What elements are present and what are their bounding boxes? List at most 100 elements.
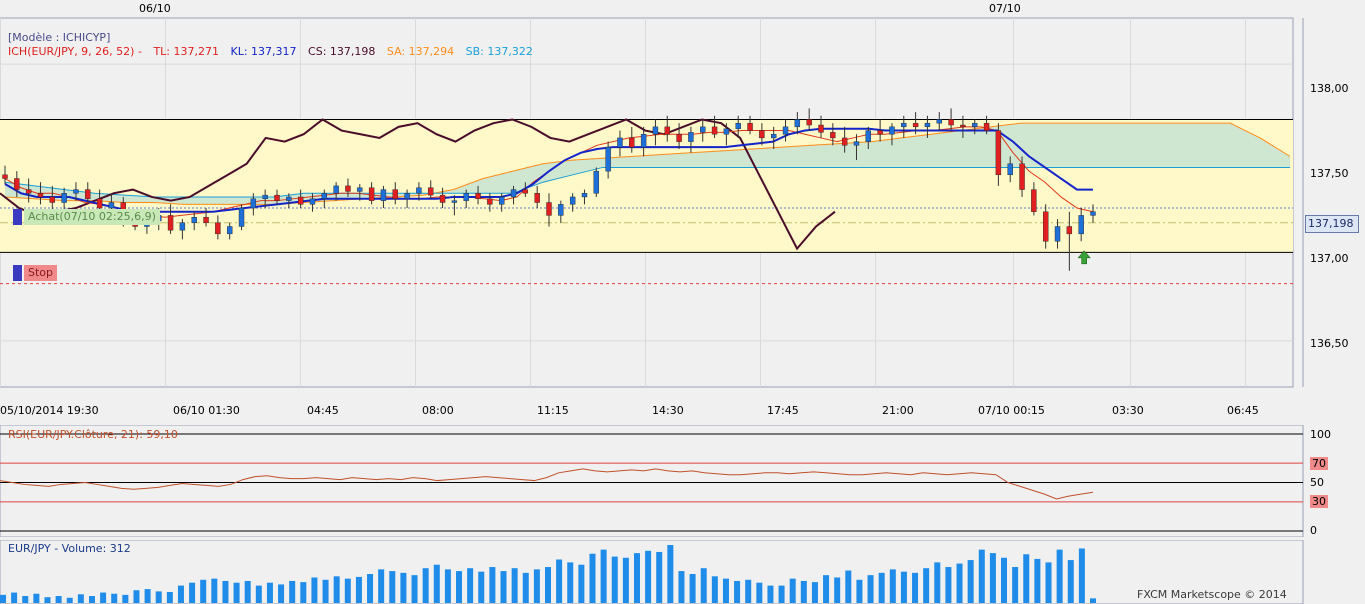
current-price-badge: 137,198 — [1305, 215, 1359, 233]
volume-bar — [789, 578, 796, 603]
rsi-level-label: 50 — [1310, 476, 1324, 489]
volume-bar — [278, 584, 285, 603]
price-tick-label: 137,00 — [1310, 252, 1349, 265]
candle-body — [2, 174, 8, 179]
volume-bar — [333, 576, 340, 603]
date-marker-label: 06/10 — [139, 2, 171, 15]
candle-body — [830, 132, 836, 139]
buy-arrow-icon — [1077, 250, 1091, 265]
volume-bar — [734, 580, 741, 603]
candle-body — [108, 202, 115, 209]
volume-bar — [489, 567, 496, 603]
rsi-level-label: 70 — [1310, 457, 1328, 470]
candle-body — [901, 122, 907, 128]
candle-body — [770, 134, 777, 139]
volume-bar — [878, 572, 885, 603]
candle-body — [96, 198, 103, 209]
price-chart[interactable] — [0, 0, 1365, 405]
rsi-title: RSI(EUR/JPY.Clôture, 21): 59,10 — [8, 428, 178, 441]
volume-bar — [856, 579, 863, 603]
volume-bar — [77, 594, 84, 603]
volume-bar — [656, 551, 663, 603]
volume-bar — [1090, 598, 1096, 603]
volume-bar — [344, 578, 351, 603]
volume-bar — [700, 568, 707, 603]
candle-body — [782, 126, 789, 135]
volume-bar — [0, 594, 6, 603]
kijun-sen — [4, 127, 1093, 213]
candle-body — [274, 194, 280, 201]
senkou-span-a — [4, 122, 1291, 205]
volume-bar — [411, 575, 418, 603]
volume-bar — [300, 582, 307, 603]
candle-body — [357, 187, 363, 192]
senkou-span-b — [4, 166, 1290, 198]
time-tick-label: 21:00 — [882, 404, 914, 417]
candle-body — [723, 128, 730, 135]
buy-order-tag[interactable]: Achat(07/10 02:25,6,9) — [24, 209, 160, 225]
candle-body — [794, 119, 801, 128]
chikou-span — [0, 118, 836, 251]
time-tick-label: 06/10 01:30 — [173, 404, 240, 417]
candle-body — [191, 217, 197, 223]
volume-bar — [611, 556, 618, 603]
volume-bar — [811, 582, 818, 603]
candle-body — [250, 198, 257, 209]
volume-bar — [200, 579, 207, 603]
volume-bar — [444, 569, 451, 603]
candle-body — [995, 130, 1002, 176]
volume-bar — [44, 597, 51, 603]
candle-body — [487, 198, 493, 205]
candle-body — [972, 122, 978, 128]
candle-body — [321, 193, 328, 200]
candle-body — [215, 222, 221, 235]
volume-bar — [900, 571, 907, 603]
candle-body — [700, 126, 706, 133]
candle-body — [676, 134, 682, 142]
candle-body — [368, 187, 375, 201]
ichimoku-sa: SA: 137,294 — [386, 45, 455, 58]
candle-body — [605, 146, 611, 172]
candle-body — [688, 132, 694, 142]
stop-order-tag[interactable]: Stop — [24, 265, 58, 281]
volume-bar — [622, 557, 629, 603]
candle-body — [262, 194, 268, 200]
buy-order-handle[interactable] — [13, 209, 22, 225]
volume-bar — [756, 582, 763, 603]
volume-bar — [355, 576, 362, 603]
ichimoku-name: ICH(EUR/JPY, 9, 26, 52) - — [8, 45, 142, 58]
candle-body — [889, 126, 895, 135]
candle-body — [912, 122, 919, 128]
volume-bar — [189, 582, 196, 603]
candle-body — [1054, 226, 1061, 242]
volume-bar — [266, 582, 273, 603]
volume-bar — [289, 580, 296, 603]
volume-bar — [500, 571, 507, 603]
candle-body — [25, 189, 32, 194]
volume-bar — [945, 567, 952, 603]
volume-chart[interactable] — [0, 540, 1365, 604]
candle-body — [1078, 215, 1084, 235]
candle-body — [818, 124, 824, 133]
candle-body — [392, 189, 398, 200]
volume-bar — [522, 572, 529, 603]
volume-title: EUR/JPY - Volume: 312 — [8, 542, 131, 555]
volume-bar — [989, 553, 996, 603]
volume-plot-area — [0, 540, 1304, 604]
stop-order-handle[interactable] — [13, 265, 22, 281]
time-axis: 05/10/2014 19:30 06/10 01:30 04:45 08:00… — [0, 404, 1365, 420]
candle-body — [1031, 189, 1037, 212]
volume-bar — [745, 579, 752, 603]
volume-bar — [400, 572, 407, 603]
volume-bar — [889, 569, 896, 603]
candle-body — [61, 193, 67, 203]
time-tick-label: 06:45 — [1227, 404, 1259, 417]
time-tick-label: 05/10/2014 19:30 — [0, 404, 99, 417]
candle-body — [475, 193, 481, 200]
rsi-chart[interactable] — [0, 425, 1365, 537]
candle-body — [14, 178, 20, 190]
volume-bar — [556, 559, 563, 603]
candle-body — [1019, 163, 1025, 190]
candle-body — [960, 124, 966, 128]
volume-bar — [934, 562, 941, 603]
